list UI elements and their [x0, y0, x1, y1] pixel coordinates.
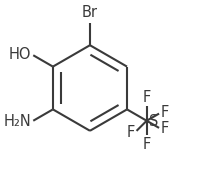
Text: HO: HO	[9, 47, 31, 62]
Text: Br: Br	[82, 5, 98, 20]
Text: F: F	[161, 105, 169, 120]
Text: F: F	[143, 90, 151, 105]
Text: H₂N: H₂N	[4, 114, 31, 129]
Text: F: F	[161, 121, 169, 136]
Text: F: F	[127, 125, 135, 140]
Text: F: F	[143, 137, 151, 152]
Text: S: S	[149, 114, 158, 129]
